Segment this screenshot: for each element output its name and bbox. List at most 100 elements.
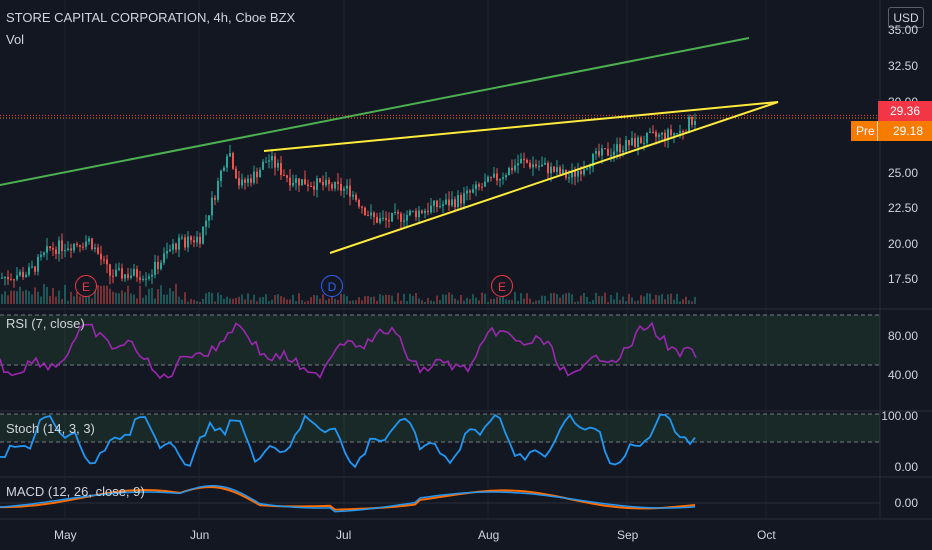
volume-bar [448, 292, 450, 304]
volume-bar [247, 293, 249, 304]
candle-body [52, 248, 54, 250]
volume-bar [685, 296, 687, 304]
volume-bar [289, 299, 291, 304]
volume-bar [151, 287, 153, 304]
candle-body [421, 210, 423, 214]
candle-body [322, 182, 324, 186]
candle-body [418, 210, 420, 218]
rsi-pane-label[interactable]: RSI (7, close) [6, 316, 85, 331]
candle-body [55, 249, 57, 254]
candle-body [4, 276, 6, 278]
candle-body [223, 167, 225, 171]
stoch-line [0, 413, 696, 469]
volume-bar [112, 291, 114, 304]
candle-body [13, 279, 15, 281]
currency-button[interactable]: USD [888, 7, 924, 28]
volume-bar [199, 301, 201, 304]
volume-bar [46, 286, 48, 304]
volume-bar [421, 300, 423, 304]
volume-bar [388, 294, 390, 304]
candle-body [88, 238, 90, 242]
candle-body [244, 179, 246, 183]
volume-bar [319, 298, 321, 304]
stoch-pane-label[interactable]: Stoch (14, 3, 3) [6, 421, 95, 436]
macd-pane-label[interactable]: MACD (12, 26, close, 9) [6, 484, 145, 499]
dividend-event-marker[interactable]: D [321, 275, 343, 297]
volume-bar [616, 292, 618, 304]
candle-body [427, 210, 429, 213]
candle-body [394, 211, 396, 213]
volume-bar [541, 295, 543, 304]
candle-body [379, 218, 381, 223]
volume-bar [286, 299, 288, 304]
candle-body [634, 138, 636, 148]
volume-bar [226, 296, 228, 304]
candle-body [43, 252, 45, 255]
time-axis-label: Jun [190, 528, 210, 542]
volume-bar [238, 296, 240, 304]
volume-bar [115, 292, 117, 304]
volume-bar [547, 300, 549, 304]
volume-bar [376, 300, 378, 304]
candle-body [520, 158, 522, 164]
volume-bar [688, 300, 690, 304]
candle-body [328, 179, 330, 185]
volume-bar [607, 301, 609, 304]
volume-bar [55, 296, 57, 304]
symbol-title[interactable]: STORE CAPITAL CORPORATION, 4h, Cboe BZX [6, 10, 296, 25]
volume-bar [595, 292, 597, 304]
volume-bar [61, 299, 63, 304]
volume-bar [694, 296, 696, 304]
candle-body [64, 250, 66, 252]
candle-body [535, 164, 537, 167]
candle-body [664, 132, 666, 141]
volume-bar [220, 294, 222, 304]
candle-body [385, 217, 387, 220]
candle-body [517, 163, 519, 166]
volume-bar [10, 290, 12, 304]
candle-body [574, 171, 576, 177]
candle-body [226, 156, 228, 168]
volume-label[interactable]: Vol [6, 32, 25, 47]
volume-bar [250, 299, 252, 304]
candle-body [175, 243, 177, 250]
time-axis-label: Jul [336, 528, 352, 542]
candle-body [181, 237, 183, 239]
candle-body [559, 167, 561, 174]
candle-body [415, 210, 417, 218]
volume-bar [379, 294, 381, 304]
volume-bar [37, 291, 39, 304]
volume-bar [430, 300, 432, 304]
candle-body [646, 132, 648, 143]
volume-bar [232, 298, 234, 304]
volume-bar [1, 294, 3, 304]
volume-bar [19, 286, 21, 304]
volume-bar [415, 292, 417, 304]
volume-bar [205, 293, 207, 304]
volume-bar [649, 293, 651, 304]
candle-body [205, 220, 207, 227]
candle-body [22, 271, 24, 277]
candle-body [331, 184, 333, 189]
candle-body [652, 131, 654, 133]
volume-bar [574, 301, 576, 304]
volume-bar [469, 299, 471, 304]
volume-bar [340, 293, 342, 304]
volume-bar [655, 294, 657, 304]
candle-body [613, 151, 615, 156]
candle-body [451, 199, 453, 206]
earnings-event-marker[interactable]: E [491, 275, 513, 297]
volume-bar [49, 295, 51, 304]
candle-body [433, 200, 435, 206]
candle-body [112, 275, 114, 277]
candle-body [313, 186, 315, 190]
candle-body [259, 169, 261, 178]
candle-body [481, 186, 483, 188]
volume-bar [349, 300, 351, 304]
earnings-event-marker[interactable]: E [75, 275, 97, 297]
volume-bar [637, 300, 639, 304]
candle-body [694, 121, 696, 125]
candle-body [289, 177, 291, 186]
candle-body [523, 158, 525, 161]
